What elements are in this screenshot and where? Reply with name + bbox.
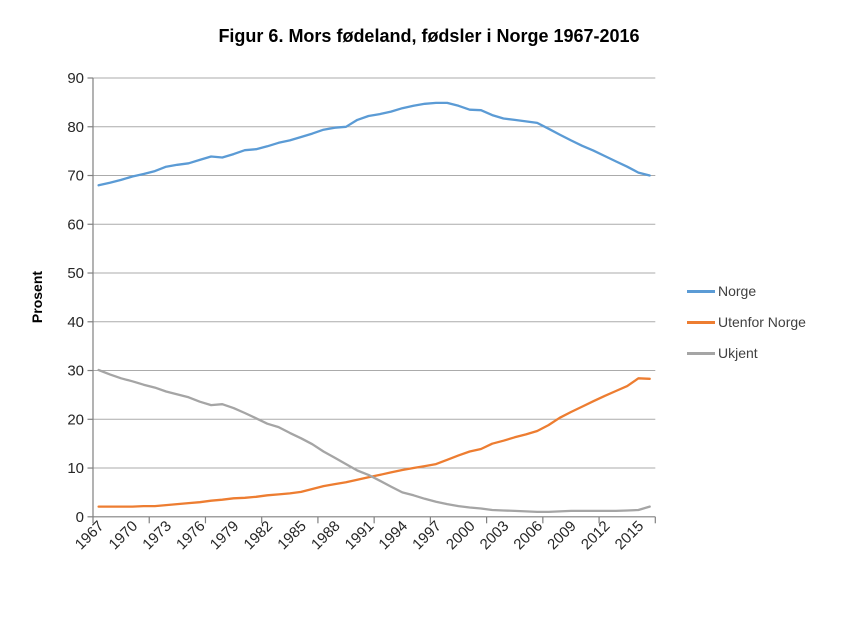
legend-label: Norge bbox=[718, 283, 757, 299]
y-tick-label: 70 bbox=[67, 168, 84, 185]
y-tick-label: 50 bbox=[67, 265, 84, 282]
legend-label: Ukjent bbox=[718, 345, 758, 361]
series-line-utenfor-norge bbox=[97, 377, 651, 508]
y-tick-label: 60 bbox=[67, 216, 84, 233]
x-tick-label: 1973 bbox=[139, 518, 175, 554]
legend-line-swatch bbox=[687, 289, 715, 293]
x-tick-label: 1997 bbox=[409, 518, 445, 554]
x-tick-label: 2012 bbox=[578, 518, 614, 554]
y-tick-label: 20 bbox=[67, 411, 84, 428]
legend-item-norge: Norge bbox=[687, 280, 806, 302]
x-tick-label: 1988 bbox=[308, 518, 344, 554]
x-tick-label: 2000 bbox=[443, 518, 479, 554]
x-axis-labels: 1967197019731976197919821985198819911994… bbox=[72, 518, 647, 554]
series-line-ukjent bbox=[97, 368, 651, 514]
legend-item-utenfor-norge: Utenfor Norge bbox=[687, 311, 806, 333]
legend-item-ukjent: Ukjent bbox=[687, 342, 806, 364]
series-lines bbox=[97, 101, 651, 514]
legend: Norge Utenfor Norge Ukjent bbox=[687, 280, 806, 373]
y-axis-labels: 0 10 20 30 40 50 60 70 80 90 bbox=[67, 70, 84, 526]
x-tick-label: 1991 bbox=[342, 518, 378, 554]
x-tick-label: 2003 bbox=[477, 518, 513, 554]
x-tick-label: 1976 bbox=[173, 518, 209, 554]
legend-line-swatch bbox=[687, 351, 715, 355]
x-tick-label: 1994 bbox=[375, 518, 411, 554]
y-tick-label: 10 bbox=[67, 460, 84, 477]
x-tick-label: 2006 bbox=[510, 518, 546, 554]
tick-marks bbox=[87, 77, 656, 524]
x-tick-label: 1979 bbox=[207, 518, 243, 554]
x-tick-label: 1985 bbox=[274, 518, 310, 554]
axes bbox=[92, 78, 656, 518]
legend-label: Utenfor Norge bbox=[718, 314, 806, 330]
y-tick-label: 0 bbox=[76, 509, 84, 526]
series-line-norge bbox=[97, 101, 651, 187]
gridlines bbox=[93, 77, 656, 469]
x-tick-label: 1970 bbox=[106, 518, 142, 554]
legend-line-swatch bbox=[687, 320, 715, 324]
x-tick-label: 2009 bbox=[544, 518, 580, 554]
y-tick-label: 80 bbox=[67, 119, 84, 136]
y-tick-label: 90 bbox=[67, 70, 84, 87]
y-tick-label: 40 bbox=[67, 314, 84, 331]
x-tick-label: 1982 bbox=[241, 518, 277, 554]
x-tick-label: 2015 bbox=[612, 518, 648, 554]
chart-title: Figur 6. Mors fødeland, fødsler i Norge … bbox=[218, 26, 640, 46]
y-tick-label: 30 bbox=[67, 363, 84, 380]
